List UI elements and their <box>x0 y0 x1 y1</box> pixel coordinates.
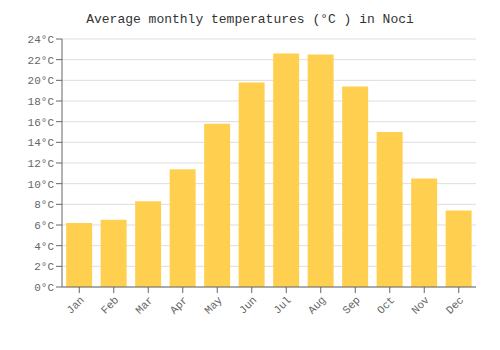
svg-text:Jun: Jun <box>237 294 259 316</box>
svg-text:Mar: Mar <box>133 294 155 316</box>
svg-text:May: May <box>202 294 225 317</box>
svg-text:6°C: 6°C <box>34 220 54 232</box>
svg-text:Sep: Sep <box>340 294 362 316</box>
svg-text:Oct: Oct <box>375 294 397 316</box>
svg-text:Dec: Dec <box>444 294 466 316</box>
svg-text:Aug: Aug <box>306 294 328 316</box>
svg-text:16°C: 16°C <box>28 117 55 129</box>
svg-text:Feb: Feb <box>99 294 121 316</box>
svg-text:Nov: Nov <box>409 294 432 317</box>
svg-text:14°C: 14°C <box>28 137 55 149</box>
svg-text:24°C: 24°C <box>28 34 55 46</box>
svg-text:Jan: Jan <box>64 294 86 316</box>
svg-text:8°C: 8°C <box>34 199 54 211</box>
svg-text:20°C: 20°C <box>28 75 55 87</box>
svg-text:12°C: 12°C <box>28 158 55 170</box>
svg-text:2°C: 2°C <box>34 261 54 273</box>
svg-text:10°C: 10°C <box>28 179 55 191</box>
svg-text:Apr: Apr <box>168 294 190 316</box>
html-text:Average monthly temperatures (: Average monthly temperatures (°C ) in No… <box>86 12 414 27</box>
svg-text:22°C: 22°C <box>28 55 55 67</box>
svg-text:4°C: 4°C <box>34 241 54 253</box>
svg-text:Jul: Jul <box>271 294 293 316</box>
svg-text:0°C: 0°C <box>34 282 54 294</box>
svg-text:18°C: 18°C <box>28 96 55 108</box>
